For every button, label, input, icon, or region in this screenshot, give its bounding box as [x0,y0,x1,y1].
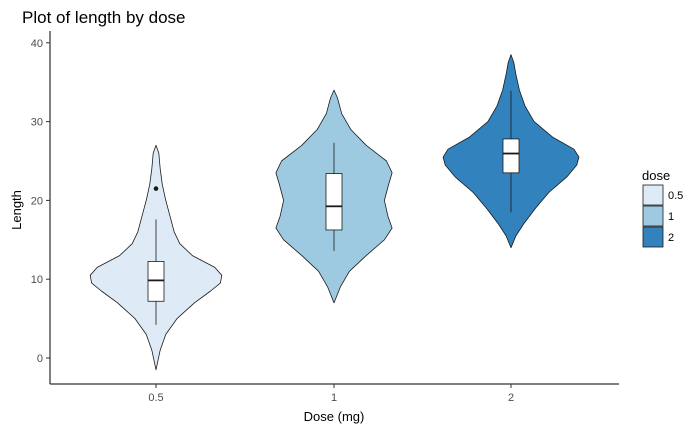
y-tick-label-40: 40 [31,38,43,50]
legend-label-1: 1 [668,211,674,223]
legend: dose 0.5 1 2 [642,168,683,248]
x-axis-title: Dose (mg) [304,409,365,424]
plot-area [89,54,580,371]
legend-key-2 [642,226,664,248]
axes: 0 10 20 30 40 0.5 1 2 [31,31,619,404]
y-tick-label-0: 0 [37,353,43,365]
box-0.5 [147,261,165,302]
legend-key-1 [642,205,664,227]
y-tick-label-10: 10 [31,274,43,286]
legend-title: dose [642,168,670,183]
legend-key-0.5 [642,184,664,206]
x-tick-label-1: 1 [331,392,337,404]
outlier-0.5-0 [153,186,159,191]
y-tick-label-20: 20 [31,195,43,207]
legend-label-2: 2 [668,232,674,244]
box-2 [502,138,520,174]
box-1 [325,173,343,231]
legend-label-0.5: 0.5 [668,190,683,202]
x-tick-label-0.5: 0.5 [148,392,163,404]
y-axis-title: Length [9,190,24,230]
y-tick-label-30: 30 [31,117,43,129]
chart-title: Plot of length by dose [22,8,186,27]
x-tick-label-2: 2 [508,392,514,404]
